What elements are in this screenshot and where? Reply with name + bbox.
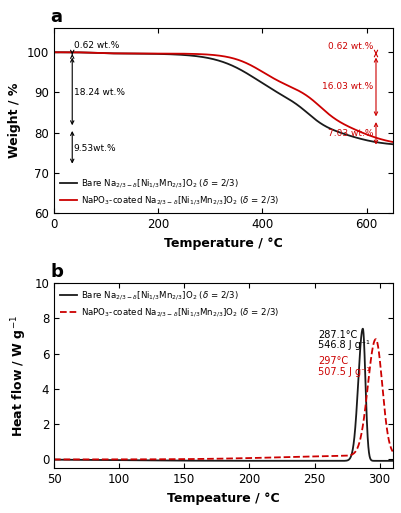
- NaPO$_3$-coated Na$_{2/3-\delta}$[Ni$_{1/3}$Mn$_{2/3}$]O$_2$ ($\delta$ = 2/3): [113, 457, 118, 463]
- Bare Na$_{2/3-\delta}$[Ni$_{1/3}$Mn$_{2/3}$]O$_2$ ($\delta$ = 2/3): [304, 458, 309, 464]
- NaPO$_3$-coated Na$_{2/3-\delta}$[Ni$_{1/3}$Mn$_{2/3}$]O$_2$ ($\delta$ = 2/3): [255, 455, 259, 461]
- NaPO$_3$-coated Na$_{2/3-\delta}$[Ni$_{1/3}$Mn$_{2/3}$]O$_2$ ($\delta$ = 2/3): [272, 455, 277, 461]
- Text: 9.53wt.%: 9.53wt.%: [74, 144, 116, 153]
- NaPO$_3$-coated Na$_{2/3-\delta}$[Ni$_{1/3}$Mn$_{2/3}$]O$_2$ ($\delta$ = 2/3): [390, 139, 395, 145]
- Bare Na$_{2/3-\delta}$[Ni$_{1/3}$Mn$_{2/3}$]O$_2$ ($\delta$ = 2/3): [52, 49, 57, 55]
- Y-axis label: Heat flow / W g$^{-1}$: Heat flow / W g$^{-1}$: [9, 314, 29, 437]
- Text: b: b: [51, 263, 63, 282]
- NaPO$_3$-coated Na$_{2/3-\delta}$[Ni$_{1/3}$Mn$_{2/3}$]O$_2$ ($\delta$ = 2/3): [110, 50, 115, 56]
- Bare Na$_{2/3-\delta}$[Ni$_{1/3}$Mn$_{2/3}$]O$_2$ ($\delta$ = 2/3): [90, 50, 95, 56]
- Bare Na$_{2/3-\delta}$[Ni$_{1/3}$Mn$_{2/3}$]O$_2$ ($\delta$ = 2/3): [110, 50, 115, 56]
- Line: Bare Na$_{2/3-\delta}$[Ni$_{1/3}$Mn$_{2/3}$]O$_2$ ($\delta$ = 2/3): Bare Na$_{2/3-\delta}$[Ni$_{1/3}$Mn$_{2/…: [54, 52, 393, 144]
- Text: 287.1°C: 287.1°C: [318, 330, 358, 340]
- Bare Na$_{2/3-\delta}$[Ni$_{1/3}$Mn$_{2/3}$]O$_2$ ($\delta$ = 2/3): [52, 457, 57, 463]
- Text: 0.62 wt.%: 0.62 wt.%: [328, 42, 373, 51]
- Line: NaPO$_3$-coated Na$_{2/3-\delta}$[Ni$_{1/3}$Mn$_{2/3}$]O$_2$ ($\delta$ = 2/3): NaPO$_3$-coated Na$_{2/3-\delta}$[Ni$_{1…: [54, 339, 393, 460]
- X-axis label: Tempeature / °C: Tempeature / °C: [167, 491, 279, 505]
- Bare Na$_{2/3-\delta}$[Ni$_{1/3}$Mn$_{2/3}$]O$_2$ ($\delta$ = 2/3): [390, 141, 395, 147]
- Text: 297°C: 297°C: [318, 356, 348, 366]
- X-axis label: Temperature / °C: Temperature / °C: [164, 236, 283, 249]
- Text: 546.8 J g⁻¹: 546.8 J g⁻¹: [318, 340, 370, 350]
- Y-axis label: Weight / %: Weight / %: [8, 83, 21, 159]
- NaPO$_3$-coated Na$_{2/3-\delta}$[Ni$_{1/3}$Mn$_{2/3}$]O$_2$ ($\delta$ = 2/3): [330, 453, 335, 459]
- NaPO$_3$-coated Na$_{2/3-\delta}$[Ni$_{1/3}$Mn$_{2/3}$]O$_2$ ($\delta$ = 2/3): [347, 124, 352, 130]
- Text: 7.03 wt.%: 7.03 wt.%: [328, 129, 373, 138]
- Text: 18.24 wt.%: 18.24 wt.%: [74, 88, 125, 97]
- Bare Na$_{2/3-\delta}$[Ni$_{1/3}$Mn$_{2/3}$]O$_2$ ($\delta$ = 2/3): [390, 458, 395, 464]
- NaPO$_3$-coated Na$_{2/3-\delta}$[Ni$_{1/3}$Mn$_{2/3}$]O$_2$ ($\delta$ = 2/3): [52, 457, 57, 463]
- Text: a: a: [51, 8, 63, 26]
- Bare Na$_{2/3-\delta}$[Ni$_{1/3}$Mn$_{2/3}$]O$_2$ ($\delta$ = 2/3): [196, 53, 201, 60]
- Bare Na$_{2/3-\delta}$[Ni$_{1/3}$Mn$_{2/3}$]O$_2$ ($\delta$ = 2/3): [272, 458, 277, 464]
- Bare Na$_{2/3-\delta}$[Ni$_{1/3}$Mn$_{2/3}$]O$_2$ ($\delta$ = 2/3): [255, 458, 259, 464]
- Bare Na$_{2/3-\delta}$[Ni$_{1/3}$Mn$_{2/3}$]O$_2$ ($\delta$ = 2/3): [384, 141, 389, 147]
- Bare Na$_{2/3-\delta}$[Ni$_{1/3}$Mn$_{2/3}$]O$_2$ ($\delta$ = 2/3): [113, 457, 118, 463]
- Bare Na$_{2/3-\delta}$[Ni$_{1/3}$Mn$_{2/3}$]O$_2$ ($\delta$ = 2/3): [330, 458, 335, 464]
- NaPO$_3$-coated Na$_{2/3-\delta}$[Ni$_{1/3}$Mn$_{2/3}$]O$_2$ ($\delta$ = 2/3): [384, 137, 389, 144]
- Line: Bare Na$_{2/3-\delta}$[Ni$_{1/3}$Mn$_{2/3}$]O$_2$ ($\delta$ = 2/3): Bare Na$_{2/3-\delta}$[Ni$_{1/3}$Mn$_{2/…: [54, 329, 393, 461]
- Line: NaPO$_3$-coated Na$_{2/3-\delta}$[Ni$_{1/3}$Mn$_{2/3}$]O$_2$ ($\delta$ = 2/3): NaPO$_3$-coated Na$_{2/3-\delta}$[Ni$_{1…: [54, 52, 393, 142]
- NaPO$_3$-coated Na$_{2/3-\delta}$[Ni$_{1/3}$Mn$_{2/3}$]O$_2$ ($\delta$ = 2/3): [182, 51, 186, 57]
- NaPO$_3$-coated Na$_{2/3-\delta}$[Ni$_{1/3}$Mn$_{2/3}$]O$_2$ ($\delta$ = 2/3): [196, 51, 201, 57]
- NaPO$_3$-coated Na$_{2/3-\delta}$[Ni$_{1/3}$Mn$_{2/3}$]O$_2$ ($\delta$ = 2/3): [373, 336, 378, 342]
- NaPO$_3$-coated Na$_{2/3-\delta}$[Ni$_{1/3}$Mn$_{2/3}$]O$_2$ ($\delta$ = 2/3): [90, 50, 95, 56]
- Legend: Bare Na$_{2/3-\delta}$[Ni$_{1/3}$Mn$_{2/3}$]O$_2$ ($\delta$ = 2/3), NaPO$_3$-coa: Bare Na$_{2/3-\delta}$[Ni$_{1/3}$Mn$_{2/…: [58, 175, 281, 209]
- Legend: Bare Na$_{2/3-\delta}$[Ni$_{1/3}$Mn$_{2/3}$]O$_2$ ($\delta$ = 2/3), NaPO$_3$-coa: Bare Na$_{2/3-\delta}$[Ni$_{1/3}$Mn$_{2/…: [58, 288, 281, 321]
- NaPO$_3$-coated Na$_{2/3-\delta}$[Ni$_{1/3}$Mn$_{2/3}$]O$_2$ ($\delta$ = 2/3): [181, 456, 186, 462]
- Bare Na$_{2/3-\delta}$[Ni$_{1/3}$Mn$_{2/3}$]O$_2$ ($\delta$ = 2/3): [360, 326, 365, 332]
- NaPO$_3$-coated Na$_{2/3-\delta}$[Ni$_{1/3}$Mn$_{2/3}$]O$_2$ ($\delta$ = 2/3): [390, 448, 395, 455]
- Text: 0.62 wt.%: 0.62 wt.%: [74, 41, 119, 50]
- Bare Na$_{2/3-\delta}$[Ni$_{1/3}$Mn$_{2/3}$]O$_2$ ($\delta$ = 2/3): [181, 458, 186, 464]
- Text: 16.03 wt.%: 16.03 wt.%: [322, 83, 373, 91]
- Text: 507.5 J g⁻¹: 507.5 J g⁻¹: [318, 367, 371, 377]
- Bare Na$_{2/3-\delta}$[Ni$_{1/3}$Mn$_{2/3}$]O$_2$ ($\delta$ = 2/3): [182, 52, 186, 58]
- Bare Na$_{2/3-\delta}$[Ni$_{1/3}$Mn$_{2/3}$]O$_2$ ($\delta$ = 2/3): [347, 132, 352, 139]
- NaPO$_3$-coated Na$_{2/3-\delta}$[Ni$_{1/3}$Mn$_{2/3}$]O$_2$ ($\delta$ = 2/3): [304, 453, 309, 460]
- NaPO$_3$-coated Na$_{2/3-\delta}$[Ni$_{1/3}$Mn$_{2/3}$]O$_2$ ($\delta$ = 2/3): [52, 49, 57, 55]
